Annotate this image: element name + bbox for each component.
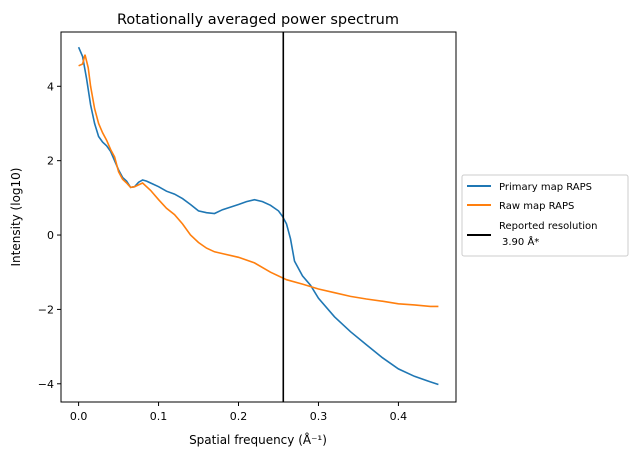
legend: Primary map RAPS Raw map RAPS Reported r… — [461, 174, 629, 257]
y-tick-label: −2 — [38, 303, 54, 316]
plot-area: 0.0 0.1 0.2 0.3 0.4 4 2 0 −2 −4 — [38, 31, 457, 423]
legend-label-raw: Raw map RAPS — [499, 201, 574, 212]
x-tick-label: 0.1 — [150, 410, 168, 423]
y-axis-label: Intensity (log10) — [9, 168, 23, 267]
x-axis-label: Spatial frequency (Å⁻¹) — [189, 432, 327, 447]
x-tick-label: 0.4 — [390, 410, 408, 423]
y-tick-label: −4 — [38, 378, 54, 391]
x-tick-label: 0.3 — [310, 410, 328, 423]
series-line-1 — [78, 54, 439, 308]
legend-frame — [461, 174, 629, 257]
axes-frame — [60, 31, 457, 403]
chart-title: Rotationally averaged power spectrum — [117, 12, 399, 28]
legend-label-resolution-value: 3.90 Å* — [502, 235, 539, 248]
y-tick-label: 2 — [47, 155, 54, 168]
y-tick-label: 4 — [47, 80, 54, 93]
legend-label-resolution: Reported resolution — [499, 221, 597, 232]
y-tick-label: 0 — [47, 229, 54, 242]
x-tick-label: 0.0 — [70, 410, 88, 423]
legend-label-primary: Primary map RAPS — [499, 182, 592, 193]
x-tick-label: 0.2 — [230, 410, 248, 423]
series-line-0 — [77, 46, 439, 386]
